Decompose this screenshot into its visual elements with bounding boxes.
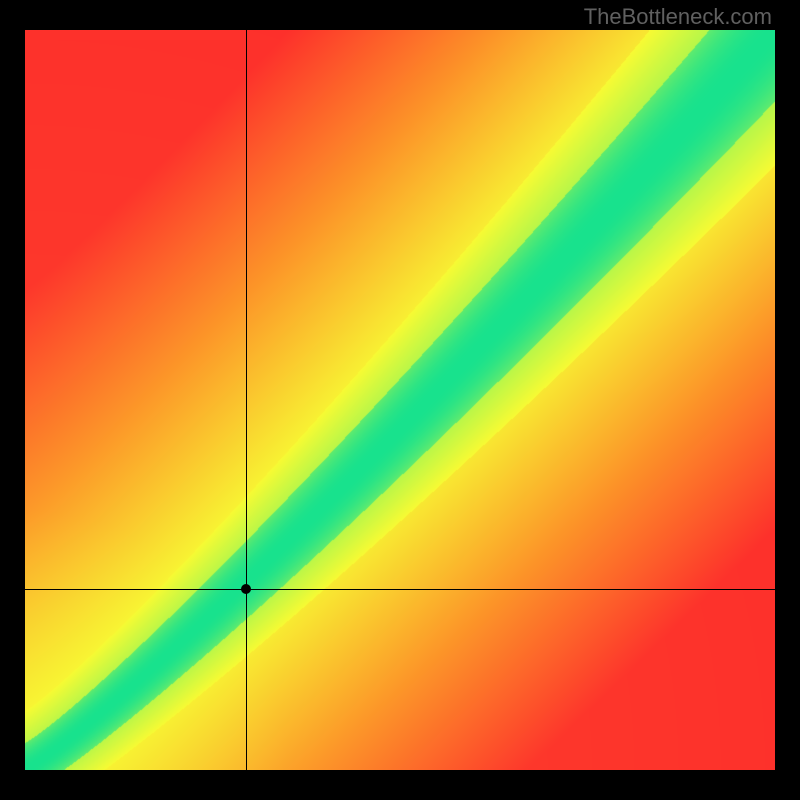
- watermark-text: TheBottleneck.com: [584, 4, 772, 30]
- bottleneck-heatmap: [25, 30, 775, 770]
- crosshair-horizontal: [25, 589, 775, 590]
- data-point: [241, 584, 251, 594]
- crosshair-vertical: [246, 30, 247, 770]
- heatmap-canvas: [25, 30, 775, 770]
- bottom-border: [25, 770, 775, 800]
